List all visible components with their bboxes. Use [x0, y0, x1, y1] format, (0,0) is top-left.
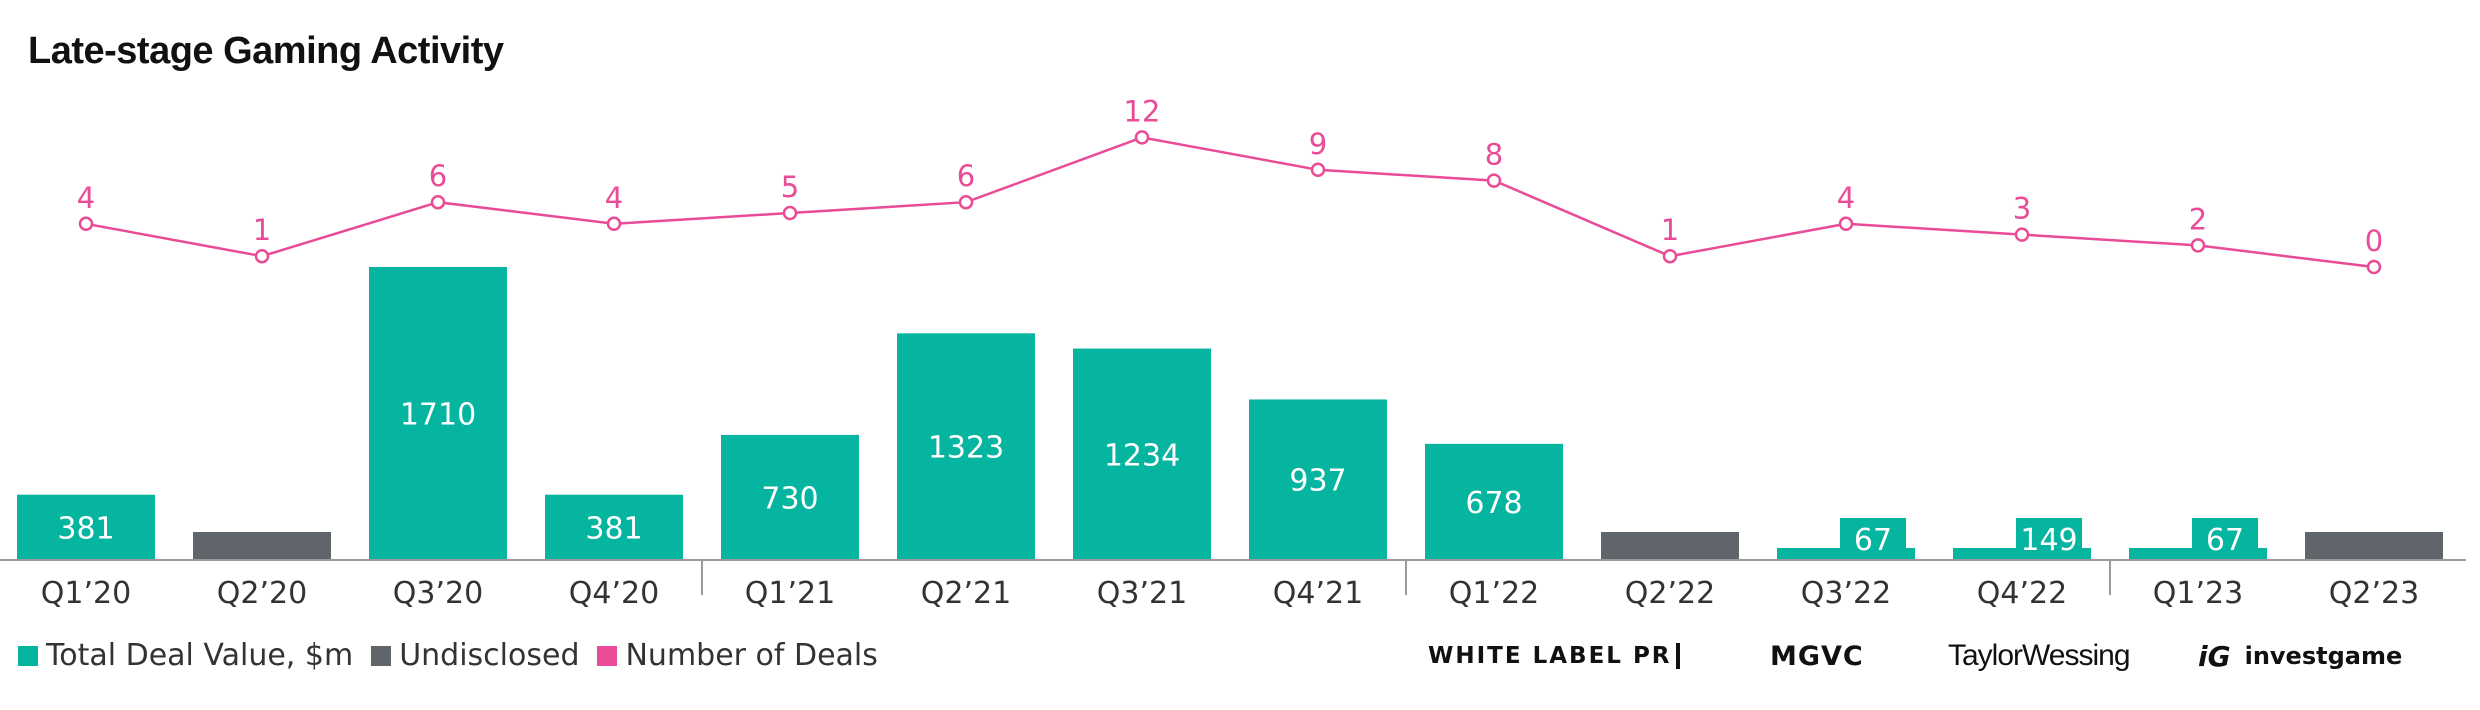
- legend-label-undisclosed: Undisclosed: [399, 638, 580, 673]
- bar-value-label: 730: [761, 481, 818, 516]
- bar-value-label: 1710: [400, 398, 476, 433]
- x-tick-label: Q2’20: [217, 576, 307, 611]
- legend-label-deals: Number of Deals: [625, 638, 878, 673]
- bar-value: [721, 434, 859, 560]
- deals-point: [606, 216, 622, 232]
- mgvc-text: MGVC: [1770, 640, 1864, 672]
- deals-point: [2190, 238, 2206, 253]
- deals-point-label: 1: [1661, 213, 1679, 247]
- mgvc-logo: MGVC: [1770, 636, 1864, 676]
- x-tick-label: Q4’20: [569, 576, 659, 611]
- chart-title: Late-stage Gaming Activity: [28, 30, 504, 72]
- bar-value: [1073, 348, 1211, 560]
- bar-value-label: 937: [1289, 464, 1346, 499]
- x-tick-label: Q4’21: [1273, 576, 1363, 611]
- deals-point: [2014, 227, 2030, 242]
- bar-value: [1425, 443, 1563, 560]
- partner-logos: WHITE LABEL PR MGVC TaylorWessing iG inv…: [1420, 636, 2430, 676]
- bar-value: [17, 494, 155, 560]
- bar-value-label: 381: [57, 511, 114, 546]
- x-tick-label: Q1’23: [2153, 576, 2243, 611]
- bar-value: [545, 494, 683, 560]
- bar-undisclosed: [1601, 532, 1739, 560]
- deals-point-label: 4: [1837, 181, 1855, 215]
- deals-point: [1662, 248, 1678, 264]
- white-label-pr-bar: [1675, 643, 1680, 669]
- bar-value: [1249, 399, 1387, 560]
- bar-value-label: 1234: [1104, 438, 1180, 473]
- deals-point-label: 2: [2189, 202, 2207, 236]
- deals-point: [1486, 173, 1502, 188]
- legend-item-undisclosed: Undisclosed: [371, 638, 579, 673]
- deals-point-label: 6: [957, 159, 975, 193]
- bar-value-small: [2192, 518, 2258, 560]
- bar-value-small: [2016, 518, 2082, 560]
- bar-labels-group: 381 1710 381 730 1323 1234 937 678 67 149 67: [57, 398, 2244, 559]
- bar-undisclosed: [193, 532, 331, 560]
- taylor-wessing-logo: TaylorWessing: [1948, 636, 2131, 676]
- bar-value: [369, 267, 507, 560]
- legend-swatch-value: [18, 645, 38, 666]
- investgame-mark-icon: iG: [2198, 639, 2231, 673]
- taylor-wessing-text: TaylorWessing: [1948, 639, 2131, 672]
- deals-point-label: 5: [781, 170, 799, 204]
- deals-point-label: 3: [2013, 192, 2031, 226]
- deals-line-group: 4 1 6 4 5 6 12 9 8 1 4 3 2 0: [77, 94, 2383, 275]
- deals-point: [1310, 162, 1326, 178]
- x-tick-label: Q2’23: [2329, 576, 2419, 611]
- bar-value-label: 67: [1854, 523, 1892, 558]
- bar-value-label: 149: [2020, 523, 2077, 558]
- deals-point: [2366, 259, 2382, 275]
- x-tick-label: Q4’22: [1977, 576, 2067, 611]
- legend-swatch-deals: [597, 645, 618, 666]
- white-label-pr-text: WHITE LABEL PR: [1428, 643, 1672, 669]
- deals-point: [78, 216, 94, 232]
- x-axis: Q1’20 Q2’20 Q3’20 Q4’20 Q1’21 Q2’21 Q3’21 Q4’21…: [0, 559, 2466, 611]
- white-label-pr-logo: WHITE LABEL PR: [1428, 636, 1680, 676]
- deals-point: [782, 205, 798, 221]
- deals-point-label: 4: [77, 181, 95, 215]
- deals-point: [254, 248, 270, 264]
- x-tick-label: Q1’21: [745, 576, 835, 611]
- deals-point: [1134, 130, 1150, 145]
- investgame-text: investgame: [2244, 642, 2403, 670]
- x-tick-label: Q1’22: [1449, 576, 1539, 611]
- deals-point-label: 8: [1485, 138, 1503, 172]
- deals-line: [85, 136, 2375, 269]
- bar-value-label: 678: [1465, 486, 1522, 521]
- bar-undisclosed: [2305, 532, 2443, 560]
- investgame-logo: iG investgame: [2198, 636, 2402, 676]
- x-tick-label: Q3’20: [393, 576, 483, 611]
- legend-swatch-undisclosed: [371, 645, 392, 666]
- bar-value-label: 381: [585, 511, 642, 546]
- x-tick-label: Q2’21: [921, 576, 1011, 611]
- legend-item-deals: Number of Deals: [597, 638, 878, 673]
- x-tick-label: Q2’22: [1625, 576, 1715, 611]
- bar-value-small: [1840, 518, 1906, 560]
- legend-label-value: Total Deal Value, $m: [46, 638, 354, 673]
- deals-point: [1838, 216, 1854, 232]
- x-tick-label: Q3’22: [1801, 576, 1891, 611]
- bars-group: [17, 267, 2443, 560]
- deals-point-label: 4: [605, 181, 623, 215]
- x-tick-label: Q3’21: [1097, 576, 1187, 611]
- deals-point: [430, 194, 446, 210]
- legend-item-value: Total Deal Value, $m: [18, 638, 353, 673]
- legend: Total Deal Value, $m Undisclosed Number …: [18, 638, 896, 673]
- bar-value-label: 1323: [928, 431, 1004, 466]
- deals-point-label: 12: [1124, 94, 1161, 128]
- deals-point-label: 6: [429, 159, 447, 193]
- deals-point: [958, 194, 974, 210]
- deals-point-label: 0: [2365, 224, 2383, 258]
- deals-point-label: 1: [253, 213, 271, 247]
- bar-value-label: 67: [2206, 523, 2244, 558]
- x-tick-label: Q1’20: [41, 576, 131, 611]
- bar-value: [897, 333, 1035, 560]
- deals-point-label: 9: [1309, 127, 1327, 161]
